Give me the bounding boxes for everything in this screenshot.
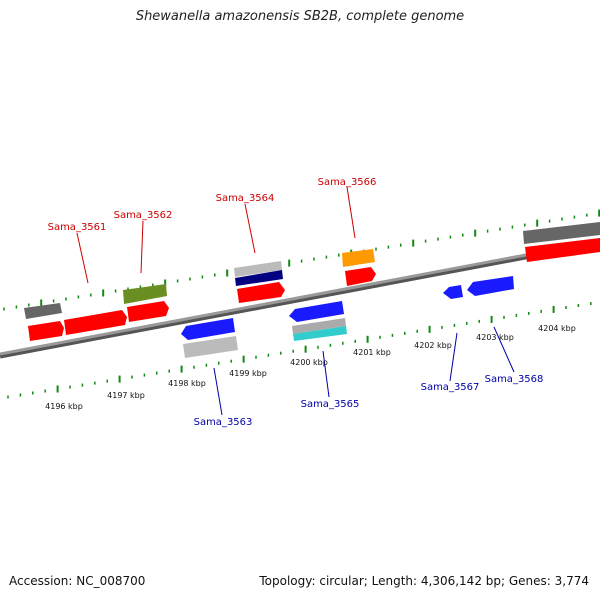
gene-label-sama-3566[interactable]: Sama_3566 (318, 177, 377, 188)
gene-block-gray-right[interactable] (523, 222, 600, 244)
gene-block-sama-3563[interactable] (183, 336, 238, 358)
gene-block-gray-left[interactable] (24, 303, 62, 319)
gene-label-sama-3561[interactable]: Sama_3561 (48, 222, 107, 233)
scale-label: 4202 kbp (414, 341, 452, 350)
gene-block-sama-3565[interactable] (293, 326, 347, 341)
gene-labels: Sama_3561 Sama_3562 Sama_3564 Sama_3566 … (48, 177, 544, 428)
accession-label: Accession: NC_008700 (9, 574, 146, 588)
scale-label: 4201 kbp (353, 348, 391, 357)
scale-label: 4203 kbp (476, 333, 514, 342)
gene-label-sama-3564[interactable]: Sama_3564 (216, 193, 275, 204)
scale-label: 4204 kbp (538, 324, 576, 333)
scale-label: 4199 kbp (229, 369, 267, 378)
forward-genes (24, 222, 600, 341)
reverse-genes (181, 276, 514, 358)
gene-arrow-sama-3561[interactable] (64, 310, 127, 335)
gene-arrow-blue-1[interactable] (181, 318, 235, 340)
scale-labels: 4196 kbp 4197 kbp 4198 kbp 4199 kbp 4200… (45, 324, 576, 411)
scale-label: 4196 kbp (45, 402, 83, 411)
gene-block-navy[interactable] (235, 270, 283, 286)
genome-backbone-shadow (0, 240, 600, 359)
gene-label-sama-3565[interactable]: Sama_3565 (301, 399, 360, 410)
gene-label-sama-3567[interactable]: Sama_3567 (421, 382, 480, 393)
gene-block-light-gray-2[interactable] (292, 318, 346, 334)
scale-label: 4197 kbp (107, 391, 145, 400)
tick-track-bottom (7, 302, 592, 399)
scale-label: 4198 kbp (168, 379, 206, 388)
gene-arrow-sama-3568[interactable] (467, 276, 514, 296)
genome-backbone (0, 239, 600, 356)
genome-summary: Topology: circular; Length: 4,306,142 bp… (259, 574, 589, 588)
gene-block-light-gray[interactable] (234, 261, 282, 277)
page-title: Shewanella amazonensis SB2B, complete ge… (135, 9, 465, 24)
gene-arrow-red-5[interactable] (345, 267, 376, 286)
gene-block-sama-3566[interactable] (342, 249, 375, 267)
gene-arrow-sama-3564[interactable] (237, 282, 285, 303)
gene-label-sama-3568[interactable]: Sama_3568 (485, 374, 544, 385)
scale-label: 4200 kbp (290, 358, 328, 367)
gene-arrow-red-1[interactable] (28, 321, 64, 341)
gene-arrow-red-3[interactable] (127, 301, 169, 322)
leader-lines (76, 186, 515, 416)
gene-arrow-red-right[interactable] (525, 238, 600, 262)
gene-block-sama-3562[interactable] (123, 284, 167, 304)
gene-label-sama-3563[interactable]: Sama_3563 (194, 417, 253, 428)
gene-label-sama-3562[interactable]: Sama_3562 (114, 210, 173, 221)
gene-arrow-blue-2[interactable] (289, 301, 344, 322)
gene-arrow-sama-3567[interactable] (443, 285, 463, 299)
